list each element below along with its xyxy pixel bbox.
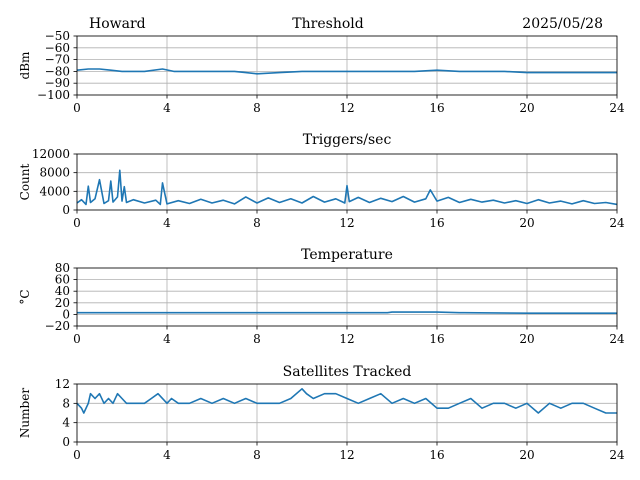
x-tick-label: 4 <box>163 332 171 346</box>
y-tick-label: 4000 <box>39 184 70 198</box>
chart-title-satellites: Satellites Tracked <box>283 364 412 380</box>
x-tick-label: 0 <box>73 332 81 346</box>
y-axis-label: dBm <box>18 51 32 80</box>
x-tick-label: 12 <box>339 101 354 115</box>
x-tick-label: 24 <box>609 216 625 230</box>
y-axis-label: °C <box>18 289 32 304</box>
x-tick-label: 12 <box>339 332 354 346</box>
x-tick-label: 16 <box>429 332 444 346</box>
x-tick-label: 4 <box>163 216 171 230</box>
x-tick-label: 24 <box>609 101 625 115</box>
x-tick-label: 4 <box>163 448 171 462</box>
series-line <box>76 68 617 75</box>
header-left-label: Howard <box>89 16 146 32</box>
x-tick-label: 8 <box>253 101 261 115</box>
x-tick-label: 8 <box>253 332 261 346</box>
y-tick-label: −100 <box>37 88 70 102</box>
y-tick-label: 0 <box>62 435 70 449</box>
y-tick-label: 80 <box>55 261 70 275</box>
y-tick-label: −70 <box>45 53 70 67</box>
series-line <box>76 169 618 206</box>
x-tick-label: 8 <box>253 448 261 462</box>
axes-frame <box>76 153 618 211</box>
x-tick-label: 24 <box>609 332 625 346</box>
x-tick-label: 20 <box>519 101 534 115</box>
x-tick-label: 0 <box>73 216 81 230</box>
x-tick-label: 24 <box>609 448 625 462</box>
x-tick-label: 16 <box>429 101 444 115</box>
y-axis-label: Count <box>18 163 32 200</box>
y-tick-label: 8 <box>62 396 70 410</box>
y-tick-label: −50 <box>45 29 70 43</box>
x-tick-label: 0 <box>73 101 81 115</box>
y-tick-label: 4 <box>62 416 70 430</box>
x-tick-label: 4 <box>163 101 171 115</box>
y-tick-label: 60 <box>55 273 70 287</box>
series-line <box>76 387 617 414</box>
chart-title-triggers: Triggers/sec <box>303 132 392 148</box>
x-tick-label: 0 <box>73 448 81 462</box>
y-tick-label: 12000 <box>32 147 70 161</box>
triggers-panel: 0 4 8 12 16 20 24 12000 8000 4000 0 Count <box>18 147 625 230</box>
y-tick-label: 12 <box>55 377 70 391</box>
chart-title-temperature: Temperature <box>301 247 393 263</box>
x-tick-label: 12 <box>339 216 354 230</box>
y-tick-label: 0 <box>62 307 70 321</box>
y-tick-label: −20 <box>45 319 70 333</box>
x-tick-label: 20 <box>519 216 534 230</box>
series-line <box>77 311 617 315</box>
y-tick-label: −60 <box>45 41 70 55</box>
x-tick-label: 20 <box>519 332 534 346</box>
y-axis-label: Number <box>18 388 32 438</box>
y-tick-label: 0 <box>62 203 70 217</box>
y-tick-label: 8000 <box>39 166 70 180</box>
x-tick-label: 20 <box>519 448 534 462</box>
x-tick-label: 8 <box>253 216 261 230</box>
x-tick-label: 16 <box>429 448 444 462</box>
x-tick-label: 12 <box>339 448 354 462</box>
satellites-panel: 0 4 8 12 16 20 24 12 8 4 0 Number <box>18 377 625 462</box>
threshold-panel: 0 4 8 12 16 20 24 −50−60−70−80−90−100 dBm <box>18 29 625 115</box>
axes-frame <box>76 383 618 443</box>
header-date-label: 2025/05/28 <box>522 16 603 32</box>
y-tick-label: −80 <box>45 64 70 78</box>
axes-frame <box>76 35 618 96</box>
axes-frame <box>76 267 618 327</box>
y-tick-label: 20 <box>55 296 70 310</box>
x-tick-label: 16 <box>429 216 444 230</box>
chart-title-threshold: Threshold <box>292 16 363 32</box>
y-tick-label: −90 <box>45 76 70 90</box>
y-tick-label: 40 <box>55 284 70 298</box>
